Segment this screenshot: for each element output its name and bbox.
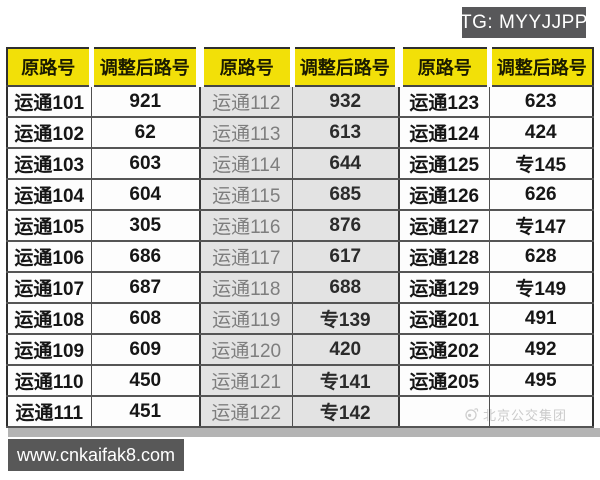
table-cell: 451	[90, 395, 201, 428]
route-table-wrap: 原路号 调整后路号 原路号 调整后路号 原路号 调整后路号 运通101 921 运通112 93…	[6, 47, 594, 428]
table-row: 运通110 450 运通121 专141 运通205 495	[6, 364, 594, 397]
table-cell: 专141	[291, 364, 400, 397]
table-cell: 603	[90, 147, 201, 180]
table-row: 运通102 62 运通113 613 运通124 424	[6, 116, 594, 149]
table-cell: 专145	[488, 147, 594, 180]
table-cell: 运通102	[6, 116, 92, 149]
table-cell: 专139	[291, 302, 400, 335]
column-header: 原路号	[395, 47, 489, 87]
table-cell: 运通113	[199, 116, 293, 149]
table-cell: 491	[488, 302, 594, 335]
table-cell: 运通105	[6, 209, 92, 242]
table-cell	[398, 395, 490, 428]
tg-badge: TG: MYYJJPP	[460, 7, 587, 38]
table-cell: 运通122	[199, 395, 293, 428]
table-cell: 运通124	[398, 116, 490, 149]
table-row: 运通107 687 运通118 688 运通129 专149	[6, 271, 594, 304]
table-cell: 609	[90, 333, 201, 366]
table-cell: 305	[90, 209, 201, 242]
table-row: 运通101 921 运通112 932 运通123 623	[6, 85, 594, 118]
table-row: 运通108 608 运通119 专139 运通201 491	[6, 302, 594, 335]
table-cell: 运通128	[398, 240, 490, 273]
table-cell: 420	[291, 333, 400, 366]
table-cell: 运通120	[199, 333, 293, 366]
column-header: 原路号	[196, 47, 292, 87]
table-header-row: 原路号 调整后路号 原路号 调整后路号 原路号 调整后路号	[6, 47, 594, 87]
table-cell: 492	[488, 333, 594, 366]
table-cell: 495	[488, 364, 594, 397]
table-cell: 运通101	[6, 85, 92, 118]
table-cell: 608	[90, 302, 201, 335]
table-cell	[488, 395, 594, 428]
table-cell: 运通126	[398, 178, 490, 211]
table-cell: 运通123	[398, 85, 490, 118]
table-cell: 626	[488, 178, 594, 211]
table-cell: 运通205	[398, 364, 490, 397]
table-cell: 运通108	[6, 302, 92, 335]
table-cell: 932	[291, 85, 400, 118]
table-cell: 运通106	[6, 240, 92, 273]
table-cell: 专149	[488, 271, 594, 304]
table-cell: 623	[488, 85, 594, 118]
table-cell: 876	[291, 209, 400, 242]
table-cell: 运通119	[199, 302, 293, 335]
table-cell: 运通125	[398, 147, 490, 180]
table-cell: 运通103	[6, 147, 92, 180]
table-cell: 运通111	[6, 395, 92, 428]
table-row: 运通104 604 运通115 685 运通126 626	[6, 178, 594, 211]
table-cell: 运通107	[6, 271, 92, 304]
table-cell: 424	[488, 116, 594, 149]
table-cell: 628	[488, 240, 594, 273]
column-header: 调整后路号	[486, 47, 594, 87]
column-header: 原路号	[6, 47, 91, 87]
table-cell: 运通110	[6, 364, 92, 397]
table-cell: 685	[291, 178, 400, 211]
table-cell: 运通118	[199, 271, 293, 304]
table-cell: 921	[90, 85, 201, 118]
table-cell: 运通116	[199, 209, 293, 242]
table-cell: 运通202	[398, 333, 490, 366]
table-cell: 688	[291, 271, 400, 304]
site-watermark-badge: www.cnkaifak8.com	[8, 439, 184, 471]
table-cell: 644	[291, 147, 400, 180]
table-cell: 运通114	[199, 147, 293, 180]
table-row: 运通109 609 运通120 420 运通202 492	[6, 333, 594, 366]
table-cell: 运通129	[398, 271, 490, 304]
table-cell: 686	[90, 240, 201, 273]
table-cell: 运通117	[199, 240, 293, 273]
table-cell: 617	[291, 240, 400, 273]
table-cell: 运通201	[398, 302, 490, 335]
table-row: 运通106 686 运通117 617 运通128 628	[6, 240, 594, 273]
table-row: 运通105 305 运通116 876 运通127 专147	[6, 209, 594, 242]
table-row: 运通103 603 运通114 644 运通125 专145	[6, 147, 594, 180]
column-header: 调整后路号	[289, 47, 399, 87]
table-cell: 运通115	[199, 178, 293, 211]
table-cell: 运通127	[398, 209, 490, 242]
table-cell: 专142	[291, 395, 400, 428]
table-cell: 613	[291, 116, 400, 149]
table-cell: 专147	[488, 209, 594, 242]
table-cell: 62	[90, 116, 201, 149]
table-cell: 运通104	[6, 178, 92, 211]
route-change-table: 原路号 调整后路号 原路号 调整后路号 原路号 调整后路号 运通101 921 运通112 93…	[6, 47, 594, 428]
column-header: 调整后路号	[88, 47, 200, 87]
table-bottom-shadow	[8, 428, 600, 437]
table-cell: 运通109	[6, 333, 92, 366]
table-cell: 450	[90, 364, 201, 397]
table-row: 运通111 451 运通122 专142	[6, 395, 594, 428]
table-cell: 运通112	[199, 85, 293, 118]
table-cell: 运通121	[199, 364, 293, 397]
table-cell: 687	[90, 271, 201, 304]
table-cell: 604	[90, 178, 201, 211]
